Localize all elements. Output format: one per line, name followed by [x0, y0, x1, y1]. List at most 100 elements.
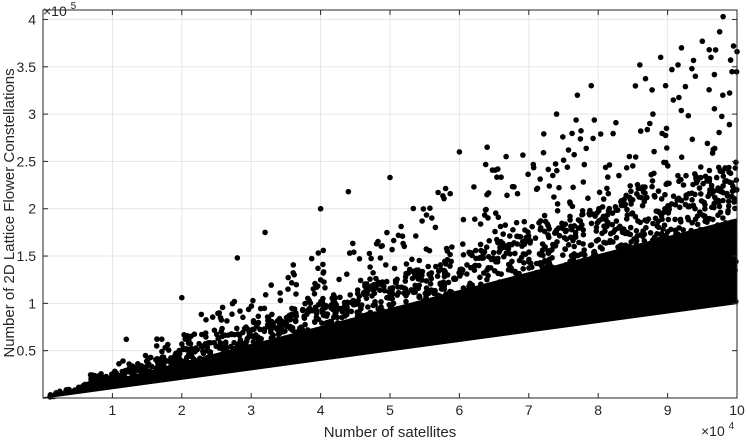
data-point — [702, 201, 708, 208]
data-point — [356, 255, 363, 262]
data-point — [706, 175, 713, 182]
data-point — [185, 340, 192, 346]
data-point — [639, 184, 646, 190]
data-point — [581, 161, 588, 168]
data-point — [213, 343, 219, 350]
data-point — [636, 194, 642, 200]
data-point — [207, 340, 214, 346]
outlier-point — [706, 46, 713, 53]
data-point — [529, 264, 535, 271]
data-point — [280, 328, 287, 335]
data-point — [692, 205, 698, 212]
data-point — [655, 188, 662, 194]
data-point — [246, 328, 252, 334]
data-point — [568, 253, 575, 259]
x-tick-label: 3 — [247, 402, 255, 418]
data-point — [600, 196, 607, 202]
data-point — [219, 333, 225, 340]
data-point — [596, 189, 603, 196]
data-point — [381, 283, 387, 290]
data-point — [392, 277, 399, 284]
data-point — [285, 286, 291, 293]
data-point — [409, 275, 416, 282]
outlier-point — [678, 45, 685, 51]
data-point — [403, 261, 410, 267]
data-point — [530, 161, 537, 168]
data-point — [491, 268, 498, 274]
data-point — [537, 227, 544, 233]
data-point — [616, 172, 622, 179]
outlier-point — [699, 38, 706, 45]
data-point — [354, 287, 361, 293]
data-point — [448, 258, 455, 265]
data-point — [684, 214, 691, 221]
data-point — [154, 336, 160, 342]
data-point — [580, 231, 587, 238]
data-point — [713, 174, 720, 181]
data-point — [371, 285, 378, 291]
data-point — [302, 300, 308, 307]
data-point — [607, 230, 614, 237]
data-point — [613, 218, 620, 224]
data-point — [686, 203, 693, 209]
data-point — [293, 281, 300, 288]
data-point — [551, 194, 557, 200]
data-point — [651, 234, 658, 241]
data-point — [182, 336, 188, 343]
outlier-point — [317, 205, 324, 212]
data-point — [460, 241, 466, 247]
data-point — [720, 92, 726, 98]
data-point — [680, 182, 687, 188]
data-point — [563, 236, 570, 242]
data-point — [521, 218, 528, 225]
data-point — [477, 221, 484, 227]
data-point — [324, 319, 331, 326]
data-point — [496, 249, 502, 255]
data-point — [564, 164, 571, 170]
data-point — [729, 193, 735, 200]
data-point — [540, 149, 547, 156]
y-tick-label: 3 — [28, 106, 36, 122]
data-point — [420, 206, 427, 212]
data-point — [682, 83, 689, 90]
x-tick-label: 6 — [456, 402, 464, 418]
data-point — [285, 274, 292, 281]
data-point — [404, 290, 411, 296]
data-point — [534, 185, 541, 192]
data-point — [416, 293, 423, 299]
outlier-point — [716, 28, 723, 35]
data-point — [291, 272, 298, 278]
data-point — [434, 273, 441, 280]
data-point — [720, 215, 726, 221]
data-point — [607, 239, 613, 246]
x-tick-label: 1 — [109, 402, 117, 418]
data-point — [554, 201, 561, 207]
x-exponent-power: 4 — [729, 421, 735, 432]
data-point — [427, 205, 433, 211]
data-point — [609, 221, 616, 228]
data-point — [274, 326, 281, 333]
data-point — [577, 218, 584, 224]
data-point — [390, 237, 397, 244]
data-point — [336, 276, 342, 283]
data-point — [624, 212, 631, 218]
data-point — [369, 293, 375, 299]
data-point — [130, 367, 137, 373]
data-point — [698, 191, 704, 197]
data-point — [451, 276, 457, 283]
data-point — [142, 352, 149, 359]
data-point — [348, 308, 355, 315]
data-point — [702, 218, 708, 225]
data-point — [312, 280, 318, 287]
data-point — [702, 213, 708, 219]
data-point — [351, 249, 357, 255]
y-axis-label: Number of 2D Lattice Flower Constellatio… — [1, 68, 18, 357]
data-point — [678, 107, 685, 114]
data-point — [698, 164, 704, 170]
data-point — [627, 224, 634, 231]
data-points — [42, 13, 740, 400]
data-point — [213, 331, 220, 338]
data-point — [728, 180, 735, 186]
data-point — [390, 300, 397, 307]
